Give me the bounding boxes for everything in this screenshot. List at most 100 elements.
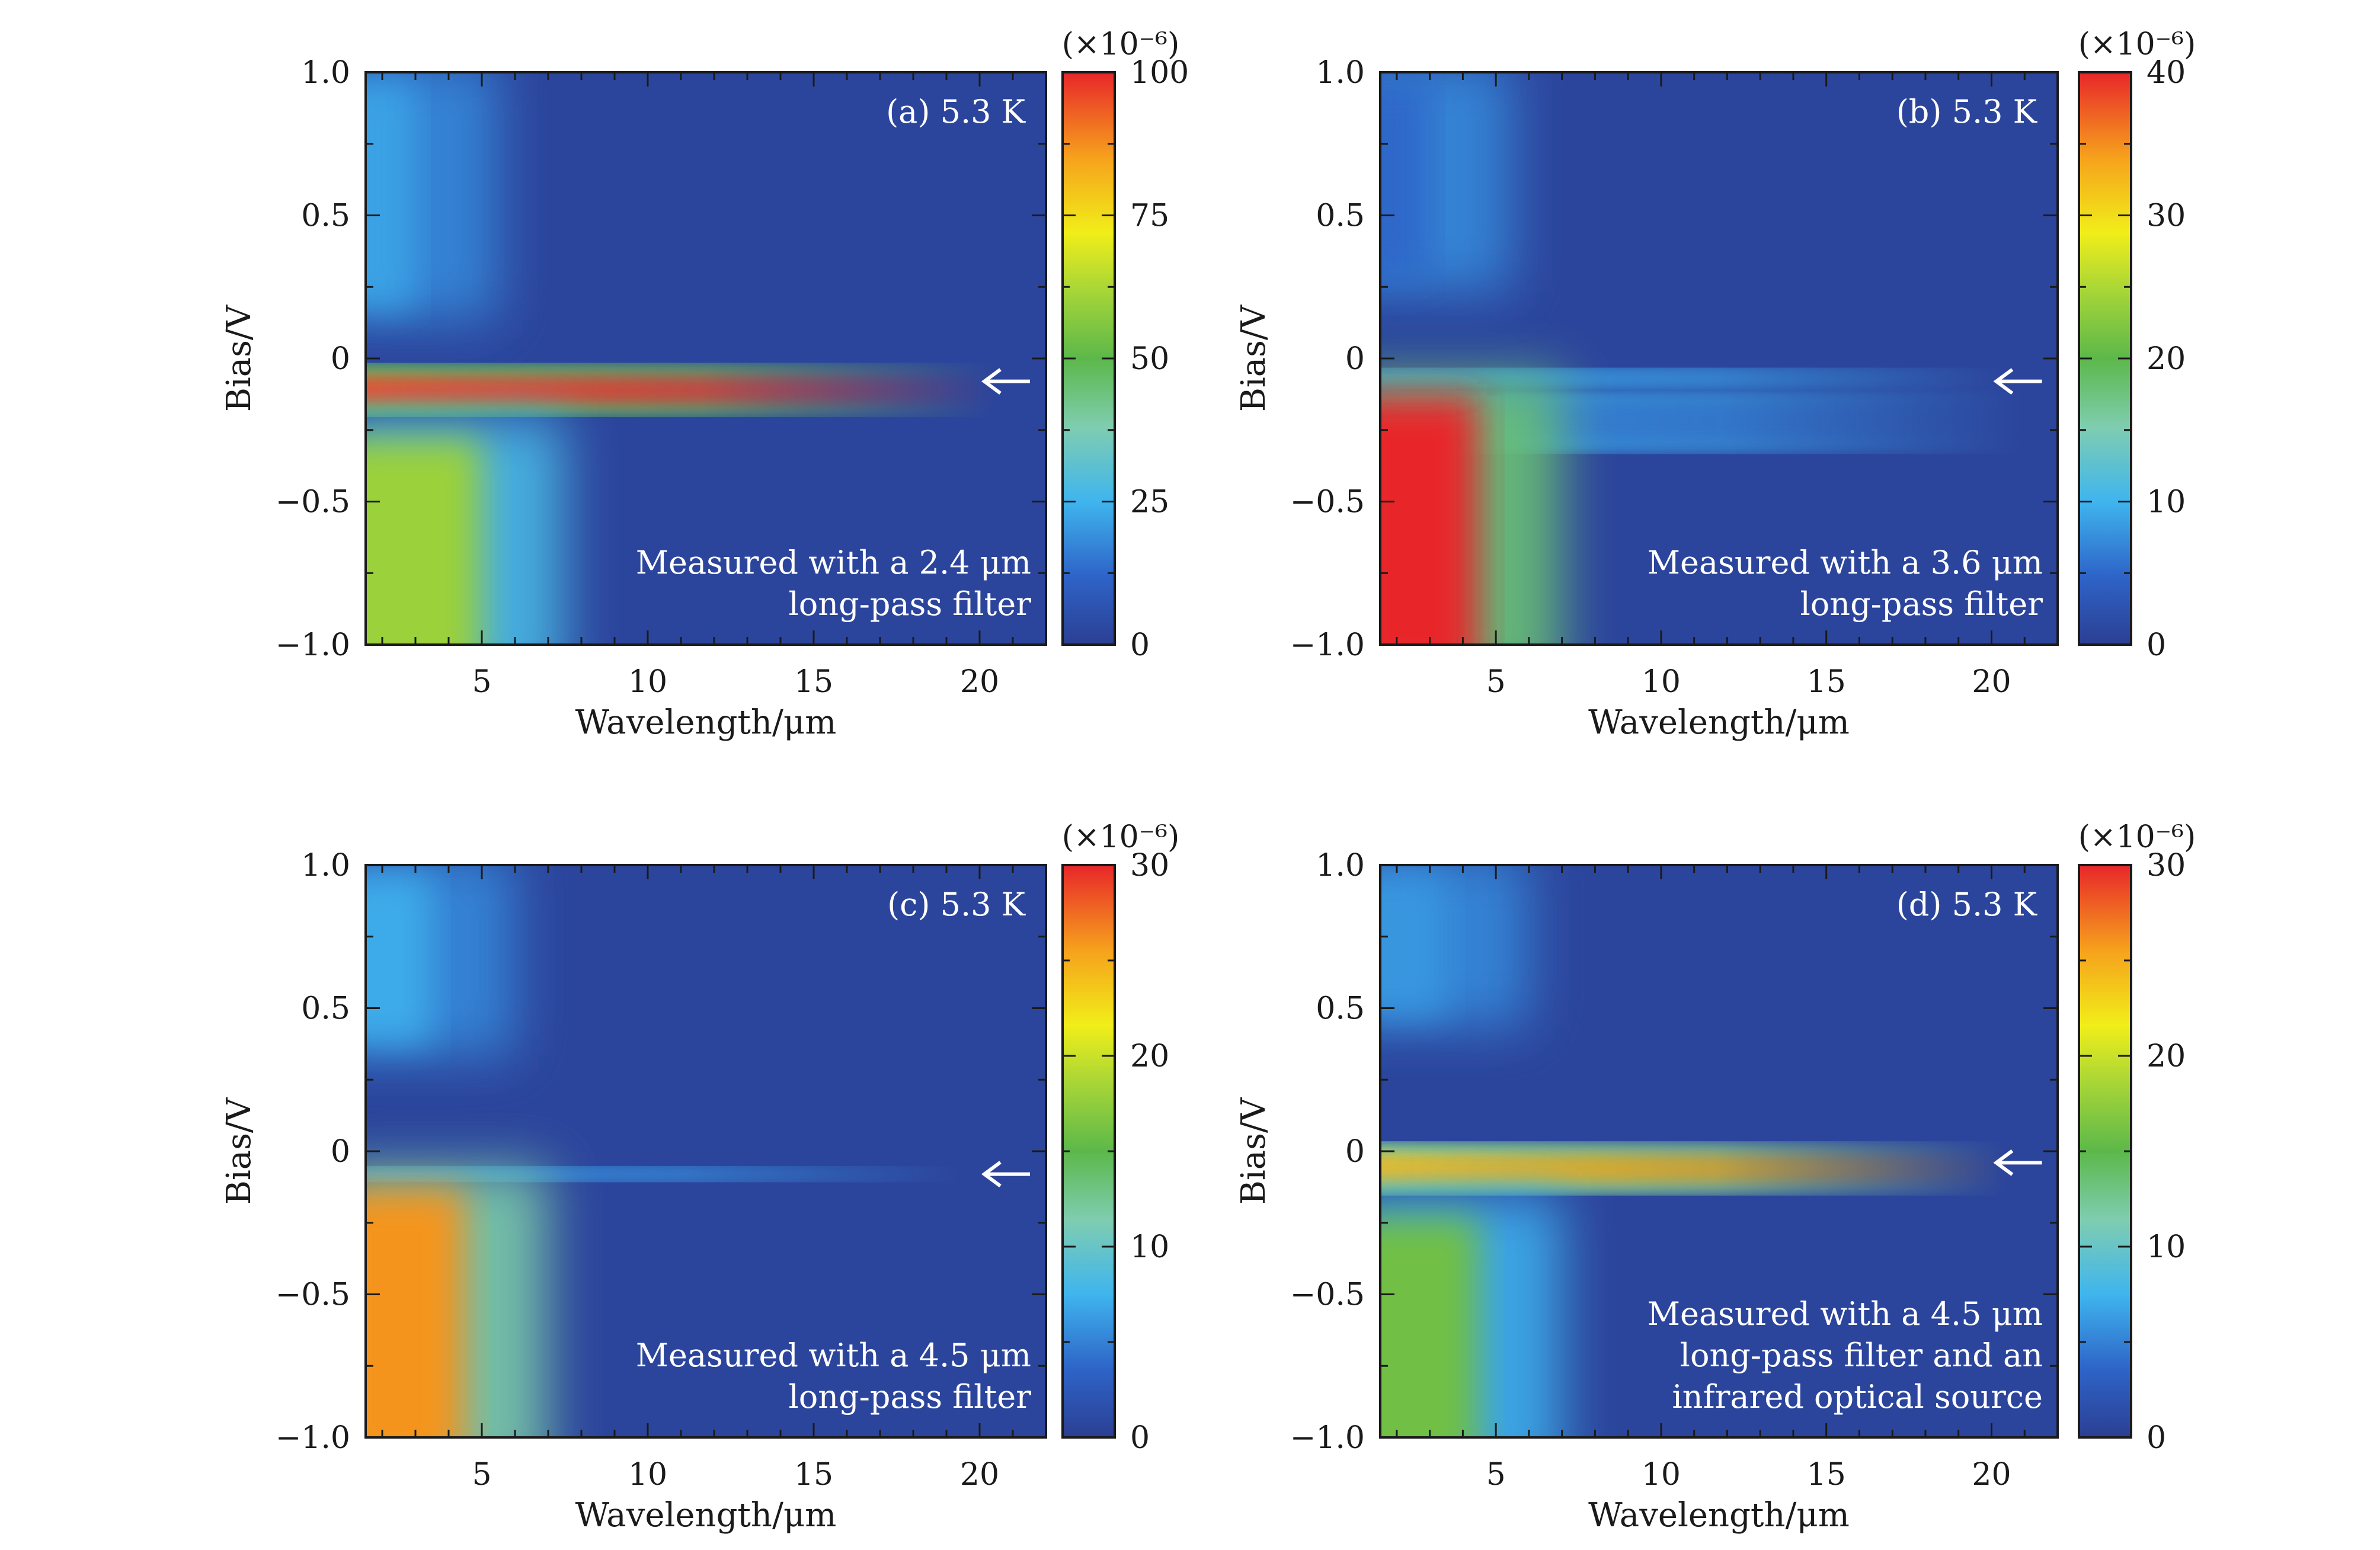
y-axis-label: Bias/V bbox=[220, 1097, 258, 1205]
annotation-line: long-pass filter bbox=[1800, 585, 2043, 623]
colorbar-multiplier: (×10⁻⁶) bbox=[1062, 27, 1180, 62]
panel-a: 5 10 15 20 1.0 0.5 0 −0.5 −1.0 Wavelength/μm Bias/… bbox=[220, 27, 1189, 742]
y-tick-label: −1.0 bbox=[1290, 627, 1365, 663]
x-tick-label: 10 bbox=[1642, 664, 1681, 700]
colorbar-tick-label: 30 bbox=[1130, 848, 1169, 883]
feature-block bbox=[366, 81, 414, 309]
annotation-line: Measured with a 4.5 μm bbox=[636, 1337, 1031, 1374]
y-axis-label: Bias/V bbox=[1234, 304, 1273, 412]
arrow-icon bbox=[981, 368, 1030, 395]
x-tick-label: 15 bbox=[1807, 1457, 1846, 1493]
colorbar-tick-label: 20 bbox=[1130, 1039, 1169, 1074]
feature-block bbox=[366, 1189, 464, 1437]
x-axis-label: Wavelength/μm bbox=[575, 1496, 837, 1535]
panel-c: 5 10 15 20 1.0 0.5 0 −0.5 −1.0 Wavelength/μm Bias/… bbox=[220, 819, 1179, 1535]
heatmap-area bbox=[1380, 865, 2058, 1437]
colorbar-tick-label: 75 bbox=[1130, 198, 1169, 234]
y-tick-label: 0 bbox=[331, 1134, 350, 1170]
feature-stripe bbox=[1380, 367, 2008, 390]
x-tick-label: 10 bbox=[628, 664, 667, 700]
y-tick-label: −0.5 bbox=[276, 1277, 350, 1313]
colorbar: 0 10 20 30(×10⁻⁶) bbox=[2078, 819, 2196, 1456]
colorbar-tick-label: 10 bbox=[1130, 1229, 1169, 1265]
colorbar-gradient bbox=[2079, 865, 2131, 1437]
colorbar-tick-label: 20 bbox=[2147, 341, 2186, 377]
annotation-line: long-pass filter bbox=[789, 1378, 1032, 1416]
y-tick-label: 0.5 bbox=[301, 198, 350, 234]
annotation-line: Measured with a 2.4 μm bbox=[636, 544, 1031, 581]
y-tick-label: −1.0 bbox=[276, 627, 350, 663]
x-tick-label: 5 bbox=[472, 664, 491, 700]
panel-label: (c) 5.3 K bbox=[887, 886, 1026, 923]
colorbar-tick-label: 30 bbox=[2147, 198, 2186, 234]
feature-block bbox=[1380, 81, 1429, 280]
x-tick-label: 20 bbox=[960, 1457, 999, 1493]
panel-d: 5 10 15 20 1.0 0.5 0 −0.5 −1.0 Wavelength/μm Bias/… bbox=[1234, 819, 2196, 1535]
colorbar: 0 10 20 30 40(×10⁻⁶) bbox=[2078, 27, 2196, 663]
y-tick-label: 1.0 bbox=[301, 55, 350, 91]
colorbar-gradient bbox=[1063, 865, 1115, 1437]
x-axis-label: Wavelength/μm bbox=[1588, 1496, 1850, 1535]
feature-block bbox=[366, 438, 481, 645]
colorbar-tick-label: 0 bbox=[1130, 627, 1150, 663]
annotation-line: Measured with a 3.6 μm bbox=[1648, 544, 2043, 581]
x-tick-label: 15 bbox=[794, 1457, 833, 1493]
feature-stripe bbox=[366, 363, 996, 418]
y-tick-label: −1.0 bbox=[1290, 1420, 1365, 1456]
x-tick-label: 5 bbox=[1486, 1457, 1506, 1493]
y-axis-label: Bias/V bbox=[220, 304, 258, 412]
feature-block bbox=[1380, 1217, 1479, 1437]
heatmap-area bbox=[1380, 72, 2058, 645]
y-tick-label: 1.0 bbox=[1316, 55, 1365, 91]
y-tick-label: 0 bbox=[331, 341, 350, 377]
x-tick-label: 20 bbox=[1972, 664, 2011, 700]
y-tick-label: −0.5 bbox=[276, 485, 350, 520]
panel-label: (a) 5.3 K bbox=[886, 93, 1026, 130]
colorbar-tick-label: 0 bbox=[2147, 627, 2166, 663]
y-tick-label: 0.5 bbox=[1316, 198, 1365, 234]
x-tick-label: 5 bbox=[1486, 664, 1506, 700]
x-tick-label: 10 bbox=[1642, 1457, 1681, 1493]
x-tick-label: 20 bbox=[960, 664, 999, 700]
colorbar: 0 25 50 75 100(×10⁻⁶) bbox=[1061, 27, 1189, 663]
arrow-icon bbox=[1993, 368, 2042, 395]
colorbar-tick-label: 0 bbox=[2147, 1420, 2166, 1456]
colorbar-tick-label: 0 bbox=[1130, 1420, 1150, 1456]
x-axis-label: Wavelength/μm bbox=[1588, 703, 1850, 742]
y-tick-label: 0 bbox=[1345, 1134, 1365, 1170]
y-tick-label: −0.5 bbox=[1290, 1277, 1365, 1313]
feature-block bbox=[366, 874, 431, 1044]
x-tick-label: 20 bbox=[1972, 1457, 2011, 1493]
y-tick-label: 1.0 bbox=[301, 848, 350, 883]
y-tick-label: 0 bbox=[1345, 341, 1365, 377]
arrow-icon bbox=[1993, 1149, 2042, 1176]
y-axis-label: Bias/V bbox=[1234, 1097, 1273, 1205]
x-tick-label: 5 bbox=[472, 1457, 491, 1493]
x-axis-label: Wavelength/μm bbox=[575, 703, 837, 742]
annotation-line: long-pass filter and an bbox=[1680, 1337, 2043, 1374]
colorbar-multiplier: (×10⁻⁶) bbox=[2078, 819, 2196, 855]
heatmap-area bbox=[366, 72, 1046, 645]
x-tick-label: 10 bbox=[628, 1457, 667, 1493]
colorbar-tick-label: 40 bbox=[2147, 55, 2186, 91]
colorbar-tick-label: 10 bbox=[2147, 485, 2186, 520]
panel-b: 5 10 15 20 1.0 0.5 0 −0.5 −1.0 Wavelength/μm Bias/… bbox=[1234, 27, 2196, 742]
x-tick-label: 15 bbox=[1807, 664, 1846, 700]
colorbar-multiplier: (×10⁻⁶) bbox=[1062, 819, 1180, 855]
colorbar-tick-label: 50 bbox=[1130, 341, 1169, 377]
panel-label: (d) 5.3 K bbox=[1896, 886, 2038, 923]
y-tick-label: 0.5 bbox=[301, 991, 350, 1027]
y-tick-label: 0.5 bbox=[1316, 991, 1365, 1027]
colorbar-tick-label: 100 bbox=[1130, 55, 1189, 91]
annotation-line: infrared optical source bbox=[1672, 1378, 2043, 1416]
feature-block bbox=[1380, 874, 1445, 1016]
feature-stripe bbox=[1380, 1141, 2008, 1196]
heatmap-area bbox=[366, 865, 1046, 1437]
feature-block bbox=[1380, 396, 1479, 645]
colorbar-multiplier: (×10⁻⁶) bbox=[2078, 27, 2196, 62]
colorbar-tick-label: 20 bbox=[2147, 1039, 2186, 1074]
colorbar-tick-label: 25 bbox=[1130, 485, 1169, 520]
annotation-line: long-pass filter bbox=[789, 585, 1032, 623]
annotation-line: Measured with a 4.5 μm bbox=[1648, 1295, 2043, 1333]
